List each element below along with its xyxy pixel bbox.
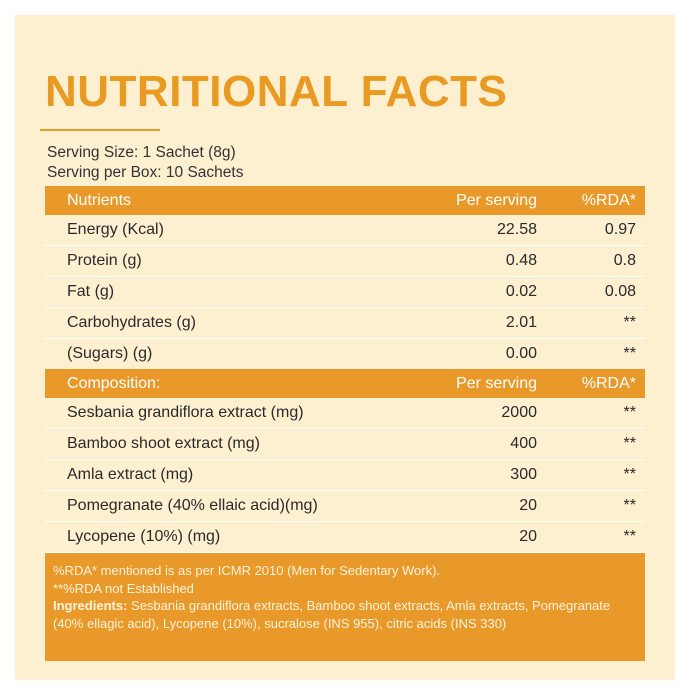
table-cell: 20 [519, 497, 537, 514]
header-cell: %RDA* [581, 374, 636, 392]
table-cell: ** [623, 314, 636, 331]
table-cell: ** [623, 528, 636, 545]
table-row: (Sugars) (g) 0.00 ** [45, 339, 645, 370]
facts-card: NUTRITIONAL FACTS Serving Size: 1 Sachet… [15, 15, 675, 680]
header-cell: Per serving [456, 374, 537, 392]
table-cell: ** [623, 435, 636, 452]
table-cell: Sesbania grandiflora extract (mg) [67, 404, 304, 421]
footnotes: %RDA* mentioned is as per ICMR 2010 (Men… [45, 553, 645, 661]
table-cell: 0.8 [613, 252, 636, 269]
table-row: Pomegranate (40% ellaic acid)(mg) 20 ** [45, 491, 645, 522]
table-cell: Carbohydrates (g) [67, 314, 196, 331]
table-cell: Energy (Kcal) [67, 221, 164, 238]
ingredients: Ingredients: Sesbania grandiflora extrac… [53, 597, 637, 632]
not-established-note: **%RDA not Established [53, 580, 194, 596]
table-cell: ** [623, 404, 636, 421]
table-cell: Protein (g) [67, 252, 142, 269]
table-cell: 2000 [501, 404, 537, 421]
title: NUTRITIONAL FACTS [45, 67, 508, 116]
serving-per-box: Serving per Box: 10 Sachets [47, 164, 244, 181]
table-cell: (Sugars) (g) [67, 345, 153, 362]
header-row: Nutrients Per serving %RDA* [45, 186, 645, 215]
table-row: Sesbania grandiflora extract (mg) 2000 ** [45, 398, 645, 429]
table-cell: Fat (g) [67, 283, 115, 300]
composition-table: Composition: Per serving %RDA* Sesbania gra… [45, 369, 645, 553]
table-cell: Pomegranate (40% ellaic acid)(mg) [67, 497, 318, 514]
table-row: Carbohydrates (g) 2.01 ** [45, 308, 645, 339]
table-row: Protein (g) 0.48 0.8 [45, 246, 645, 277]
table-cell: 400 [510, 435, 537, 452]
table-row: Amla extract (mg) 300 ** [45, 460, 645, 491]
table-row: Fat (g) 0.02 0.08 [45, 277, 645, 308]
header-cell: Per serving [456, 191, 537, 209]
table-cell: ** [623, 345, 636, 362]
table-cell: Bamboo shoot extract (mg) [67, 435, 260, 452]
serving-size: Serving Size: 1 Sachet (8g) [47, 144, 236, 161]
table-cell: ** [623, 466, 636, 483]
title-rule [40, 129, 160, 131]
table-row: Energy (Kcal) 22.58 0.97 [45, 215, 645, 246]
table-cell: 300 [510, 466, 537, 483]
table-cell: 0.02 [505, 283, 537, 300]
table-cell: 0.08 [604, 283, 636, 300]
header-cell: %RDA* [581, 191, 636, 209]
header-cell: Composition: [67, 374, 161, 392]
table-cell: 0.48 [505, 252, 537, 269]
table-row: Bamboo shoot extract (mg) 400 ** [45, 429, 645, 460]
table-cell: ** [623, 497, 636, 514]
header-cell: Nutrients [67, 191, 132, 209]
table-cell: 22.58 [496, 221, 537, 238]
ingredients-label: Ingredients: [53, 598, 128, 613]
nutrients-table: Nutrients Per serving %RDA* Energy (Kcal) 22… [45, 186, 645, 370]
table-cell: 20 [519, 528, 537, 545]
table-cell: Amla extract (mg) [67, 466, 194, 483]
header-row: Composition: Per serving %RDA* [45, 369, 645, 398]
rda-note: %RDA* mentioned is as per ICMR 2010 (Men… [53, 563, 441, 578]
table-cell: 0.00 [505, 345, 537, 362]
table-cell: 0.97 [604, 221, 636, 238]
table-row: Lycopene (10%) (mg) 20 ** [45, 522, 645, 553]
ingredients-text: Sesbania grandiflora extracts, Bamboo sh… [53, 598, 611, 631]
table-cell: Lycopene (10%) (mg) [67, 528, 221, 545]
table-cell: 2.01 [505, 314, 537, 331]
